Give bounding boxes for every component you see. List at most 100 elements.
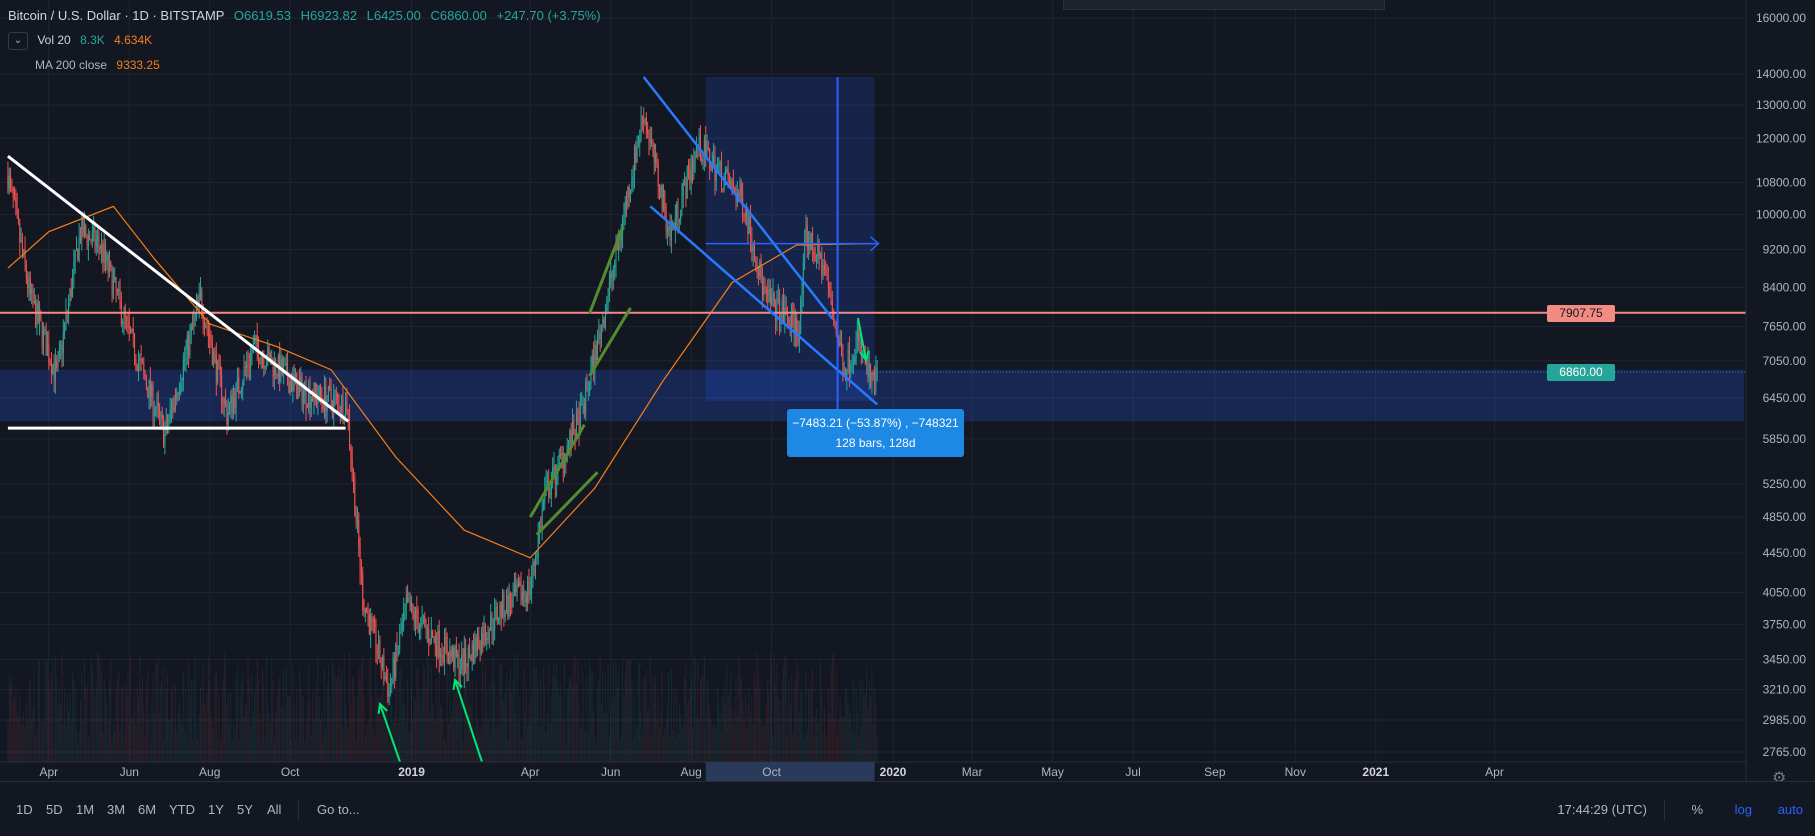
candle-body xyxy=(23,249,25,253)
candle-body xyxy=(781,300,783,315)
volume-bar xyxy=(773,654,775,762)
candle-body xyxy=(421,617,423,619)
log-toggle[interactable]: log xyxy=(1734,802,1752,817)
volume-bar xyxy=(506,672,508,762)
volume-bar xyxy=(333,665,335,762)
candle-body xyxy=(573,420,575,435)
candle-body xyxy=(536,555,538,558)
volume-bar xyxy=(612,660,614,762)
candle-body xyxy=(568,443,570,446)
candle-body xyxy=(724,171,726,178)
volume-bar xyxy=(74,687,76,762)
volume-bar xyxy=(182,671,184,762)
candle-body xyxy=(517,583,519,587)
candle-body xyxy=(190,325,192,332)
volume-bar xyxy=(320,720,322,762)
candle-body xyxy=(851,364,853,366)
candle-body xyxy=(222,402,224,404)
candle-body xyxy=(389,686,391,690)
candle-body xyxy=(479,648,481,653)
utc-clock[interactable]: 17:44:29 (UTC) xyxy=(1557,802,1647,817)
volume-bar xyxy=(203,703,205,762)
volume-bar xyxy=(375,664,377,762)
volume-bar xyxy=(850,713,852,762)
candle-body xyxy=(569,430,571,444)
candle-body xyxy=(610,272,612,283)
timeframe-1m[interactable]: 1M xyxy=(76,802,95,817)
candle-body xyxy=(168,419,170,427)
price-axis[interactable]: 16000.00 14000.00 13000.00 12000.00 10800.00… xyxy=(1745,0,1815,781)
timeframe-5y[interactable]: 5Y xyxy=(237,802,253,817)
toolbar-divider xyxy=(298,800,299,820)
volume-bar xyxy=(391,702,393,762)
timeframe-ytd[interactable]: YTD xyxy=(169,802,195,817)
timeframe-5d[interactable]: 5D xyxy=(46,802,63,817)
chevron-down-icon[interactable]: ⌄ xyxy=(8,32,28,50)
timeframe-6m[interactable]: 6M xyxy=(138,802,157,817)
volume-bar xyxy=(492,655,494,762)
volume-bar xyxy=(35,734,37,762)
volume-bar xyxy=(255,681,257,762)
volume-bar xyxy=(17,715,19,762)
drawing-tools[interactable] xyxy=(0,76,1746,763)
volume-bar xyxy=(246,705,248,762)
volume-bar xyxy=(114,731,116,762)
volume-bar xyxy=(416,665,418,762)
candle-body xyxy=(713,156,715,162)
candle-body xyxy=(418,626,420,632)
goto-button[interactable]: Go to... xyxy=(317,802,360,817)
volume-bar xyxy=(823,707,825,762)
candle-body xyxy=(306,406,308,408)
volume-bar xyxy=(573,662,575,762)
price-tick-label: 12000.00 xyxy=(1756,131,1806,145)
candle-body xyxy=(99,245,101,250)
candle-body xyxy=(45,329,47,356)
volume-bar xyxy=(743,719,745,762)
volume-bar xyxy=(43,720,45,762)
volume-bar xyxy=(622,659,624,762)
candle-body xyxy=(372,620,374,622)
price-tick-label: 3450.00 xyxy=(1763,652,1807,666)
volume-bar xyxy=(396,662,398,762)
volume-bar xyxy=(44,661,46,762)
timeframe-all[interactable]: All xyxy=(267,802,282,817)
candle-body xyxy=(380,662,382,668)
volume-bar xyxy=(678,704,680,762)
candle-body xyxy=(310,398,312,408)
candle-body xyxy=(615,242,617,264)
time-axis[interactable]: Apr Jun Aug Oct 2019 Apr Jun Aug Oct 2020 Mar May Ju… xyxy=(0,761,1746,781)
candle-body xyxy=(281,358,283,375)
timeframe-1d[interactable]: 1D xyxy=(16,802,33,817)
candle-body xyxy=(632,176,634,180)
volume-bar xyxy=(554,677,556,762)
volume-bar xyxy=(15,690,17,762)
candle-body xyxy=(135,358,137,365)
time-range-highlight xyxy=(705,762,875,781)
candle-body xyxy=(314,382,316,393)
candle-body xyxy=(438,630,440,658)
candle-body xyxy=(684,181,686,183)
volume-bar xyxy=(859,677,861,762)
volume-bar xyxy=(718,702,720,762)
volume-bar xyxy=(710,720,712,762)
volume-bar xyxy=(831,655,833,762)
volume-bar xyxy=(449,662,451,762)
volume-bar xyxy=(494,684,496,762)
candle-body xyxy=(731,180,733,182)
auto-toggle[interactable]: auto xyxy=(1777,802,1803,817)
candle-body xyxy=(289,380,291,394)
volume-bar xyxy=(537,683,539,762)
timeframe-1y[interactable]: 1Y xyxy=(208,802,224,817)
candle-body xyxy=(437,630,439,657)
percent-toggle[interactable]: % xyxy=(1691,802,1703,817)
volume-bar xyxy=(141,676,143,762)
price-chart[interactable]: 16000.00 14000.00 13000.00 12000.00 10800.00… xyxy=(0,0,1815,781)
volume-bar xyxy=(221,734,223,762)
measure-bars: 128 bars, 128d xyxy=(835,436,916,450)
volume-bar xyxy=(648,708,650,762)
volume-bar xyxy=(455,658,457,762)
timeframe-3m[interactable]: 3M xyxy=(107,802,126,817)
volume-bar xyxy=(874,688,876,762)
volume-bar xyxy=(353,676,355,762)
volume-bar xyxy=(434,721,436,762)
